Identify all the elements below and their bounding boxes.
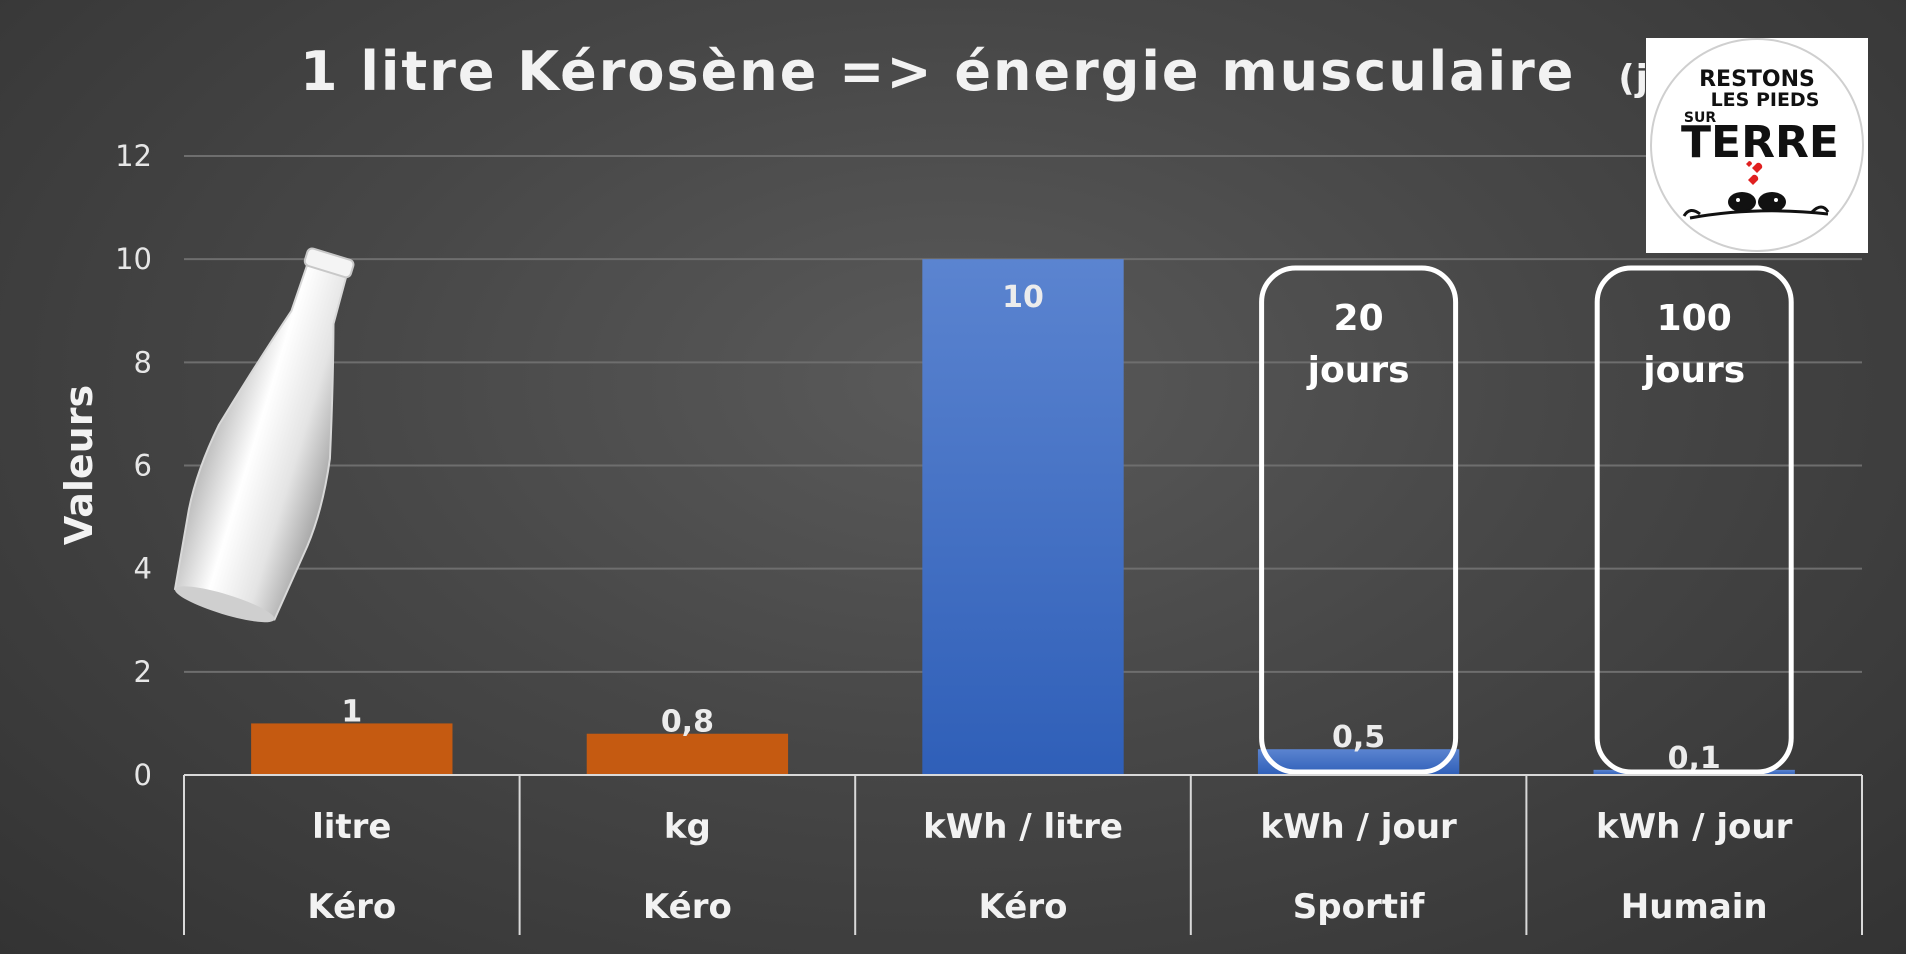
glass-bottle-icon — [173, 247, 355, 623]
restons-logo: RESTONS LES PIEDS SUR TERRE — [1646, 38, 1868, 253]
callout-box-1 — [1594, 265, 1794, 775]
logo-line3: SUR — [1684, 110, 1716, 126]
birds-icon — [1682, 161, 1830, 220]
y-tick-label-3: 6 — [134, 449, 152, 483]
category-group-0: Kéro — [307, 887, 396, 927]
callout-unit-1: jours — [1641, 350, 1745, 391]
logo-line1: RESTONS — [1699, 67, 1815, 92]
logo-line2: LES PIEDS — [1711, 89, 1820, 111]
chart-title: 1 litre Kérosène => énergie musculaire (… — [300, 40, 1760, 103]
callouts: 20 jours 100 jours — [1259, 265, 1794, 775]
category-unit-2: kWh / litre — [923, 807, 1123, 847]
category-unit-4: kWh / jour — [1596, 807, 1793, 847]
callout-unit-0: jours — [1306, 350, 1410, 391]
y-axis-label: Valeurs — [57, 385, 101, 545]
category-group-3: Sportif — [1293, 887, 1426, 927]
callout-value-0: 20 — [1334, 298, 1384, 339]
data-label-2: 10 — [1002, 280, 1044, 315]
y-tick-label-6: 12 — [115, 139, 152, 173]
data-label-3: 0,5 — [1332, 720, 1385, 755]
callout-box-0 — [1259, 265, 1459, 775]
logo-line4: TERRE — [1681, 117, 1839, 168]
category-unit-0: litre — [312, 807, 391, 847]
category-group-4: Humain — [1621, 887, 1768, 927]
y-tick-label-0: 0 — [134, 758, 152, 792]
category-unit-3: kWh / jour — [1260, 807, 1457, 847]
bars — [251, 259, 1795, 776]
y-tick-label-2: 4 — [134, 552, 152, 586]
category-unit-1: kg — [664, 807, 711, 847]
x-axis-categories: litre Kéro kg Kéro kWh / litre Kéro kWh / jour… — [183, 774, 1863, 935]
chart-title-main: 1 litre Kérosène => énergie musculaire — [300, 40, 1575, 103]
callout-value-1: 100 — [1657, 298, 1732, 339]
y-tick-label-5: 10 — [115, 242, 152, 276]
y-axis-ticks: 0 2 4 6 8 10 12 — [115, 139, 152, 792]
category-group-1: Kéro — [643, 887, 732, 927]
y-tick-label-1: 2 — [134, 655, 152, 689]
category-group-2: Kéro — [979, 887, 1068, 927]
data-label-1: 0,8 — [661, 705, 714, 740]
y-tick-label-4: 8 — [134, 345, 152, 379]
bar-0 — [251, 723, 453, 775]
data-label-0: 1 — [341, 694, 362, 729]
bar-2 — [922, 259, 1124, 776]
bar-1 — [586, 733, 789, 775]
